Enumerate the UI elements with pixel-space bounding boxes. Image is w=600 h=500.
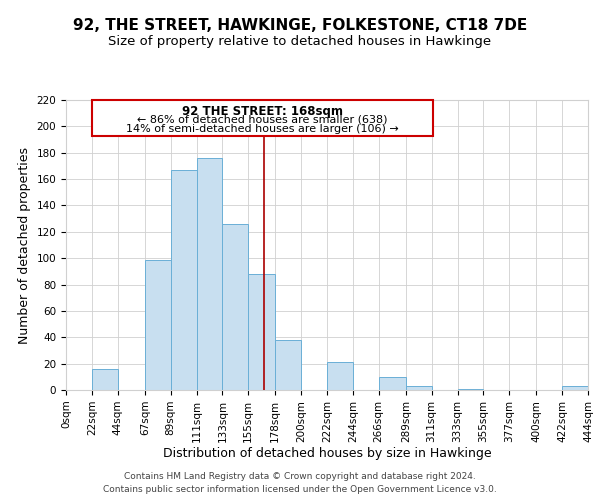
Bar — [145, 260, 170, 390]
Bar — [275, 340, 301, 390]
Bar — [223, 224, 248, 390]
Text: Contains public sector information licensed under the Open Government Licence v3: Contains public sector information licen… — [103, 484, 497, 494]
Text: Size of property relative to detached houses in Hawkinge: Size of property relative to detached ho… — [109, 35, 491, 48]
Bar — [92, 369, 118, 390]
Text: ← 86% of detached houses are smaller (638): ← 86% of detached houses are smaller (63… — [137, 114, 388, 124]
Bar — [458, 388, 484, 390]
Text: 92, THE STREET, HAWKINGE, FOLKESTONE, CT18 7DE: 92, THE STREET, HAWKINGE, FOLKESTONE, CT… — [73, 18, 527, 32]
Bar — [170, 170, 197, 390]
Bar — [248, 274, 275, 390]
Text: 92 THE STREET: 168sqm: 92 THE STREET: 168sqm — [182, 106, 343, 118]
Bar — [562, 386, 588, 390]
Text: 14% of semi-detached houses are larger (106) →: 14% of semi-detached houses are larger (… — [126, 124, 399, 134]
Bar — [379, 377, 406, 390]
Text: Contains HM Land Registry data © Crown copyright and database right 2024.: Contains HM Land Registry data © Crown c… — [124, 472, 476, 481]
Bar — [92, 100, 433, 136]
Bar — [197, 158, 223, 390]
Bar — [327, 362, 353, 390]
Bar — [406, 386, 431, 390]
Y-axis label: Number of detached properties: Number of detached properties — [18, 146, 31, 344]
X-axis label: Distribution of detached houses by size in Hawkinge: Distribution of detached houses by size … — [163, 448, 491, 460]
